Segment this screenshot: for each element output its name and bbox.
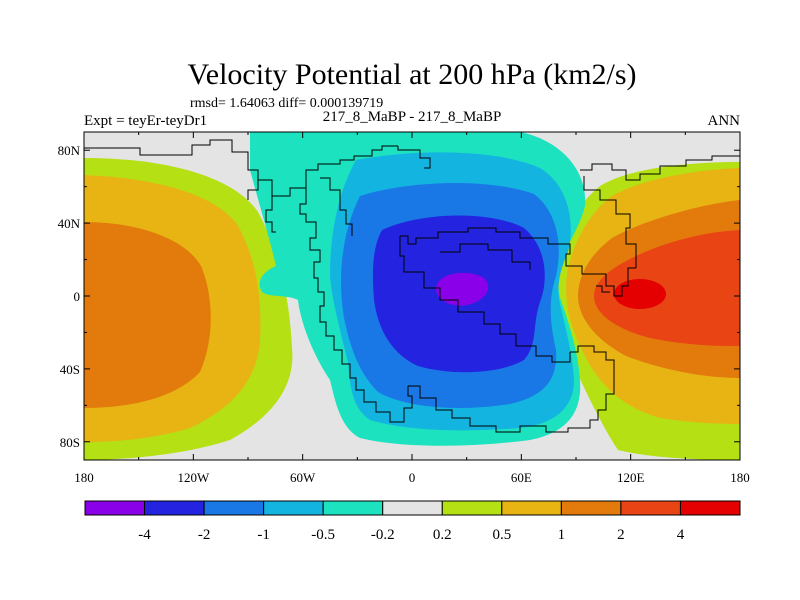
colorbar-label: 2 [617,527,625,543]
y-tick-label: 80N [58,143,81,158]
y-tick-label: 80S [60,435,80,450]
experiment-label: Expt = teyEr-teyDr1 [84,113,207,129]
colorbar-swatch [263,500,324,516]
colorbar-label: -0.5 [311,527,335,543]
colorbar-label: 4 [677,527,685,543]
x-tick-label: 180 [730,470,750,485]
colorbar-swatch [441,500,503,516]
colorbar-swatch [144,500,205,516]
y-tick-label: 40S [60,362,80,377]
y-axis: 80N 40N 0 40S 80S [58,143,740,450]
colorbar-swatch [84,500,146,516]
colorbar-swatch [382,500,443,516]
coastline-northern-landmass [84,139,398,197]
coastline-inner-sea [440,243,531,270]
x-tick-label: 0 [409,470,416,485]
x-tick-label: 120W [177,470,210,485]
coastline-antarctic-margin [408,345,615,433]
colorbar-swatch [322,500,384,516]
contour-east-2 [594,230,740,346]
coastline-north-america-west [265,196,276,233]
x-tick-label: 60W [290,470,316,485]
colorbar-label: -4 [138,527,151,543]
colorbar-label: 0.5 [492,527,511,543]
colorbar-label: 1 [558,527,566,543]
case-label: 217_8_MaBP - 217_8_MaBP [323,109,502,125]
colorbar-swatch [620,500,681,516]
colorbar-swatch [501,500,562,516]
contour-neg-4 [436,272,489,306]
colorbar-label: 0.2 [433,527,452,543]
coastline-pacific-islands [247,180,259,200]
season-label: ANN [708,113,741,129]
stats-label: rmsd= 1.64063 diff= 0.000139719 [190,96,383,111]
x-tick-label: 120E [617,470,645,485]
coastline-africa-eurasia [400,227,636,297]
plot-area [84,132,740,460]
coastline-asia-interior [583,176,637,268]
colorbar-swatch [679,500,741,516]
colorbar-label: -1 [257,527,270,543]
coastline-north-american-arc [320,177,353,236]
colorbar-swatch [203,500,265,516]
x-axis: 180 120W 60W 0 60E 120E 180 [74,132,750,485]
y-tick-label: 0 [74,289,81,304]
contour-west-1 [84,222,211,408]
coastline-africa-east [399,236,571,363]
coastlines [84,139,740,433]
colorbar: -4 -2 -1 -0.5 -0.2 0.2 0.5 1 2 4 [84,500,741,543]
coastline-asia-southeast [596,285,610,293]
x-tick-label: 60E [511,470,532,485]
x-tick-label: 180 [74,470,94,485]
y-tick-label: 40N [58,216,81,231]
chart-title: Velocity Potential at 200 hPa (km2/s) [187,58,636,91]
colorbar-swatch [560,500,622,516]
coastline-americas [299,188,413,423]
colorbar-label: -0.2 [371,527,395,543]
coastline-siberia [580,155,740,181]
coastline-greenland-shelf [397,146,431,169]
colorbar-label: -2 [198,527,211,543]
